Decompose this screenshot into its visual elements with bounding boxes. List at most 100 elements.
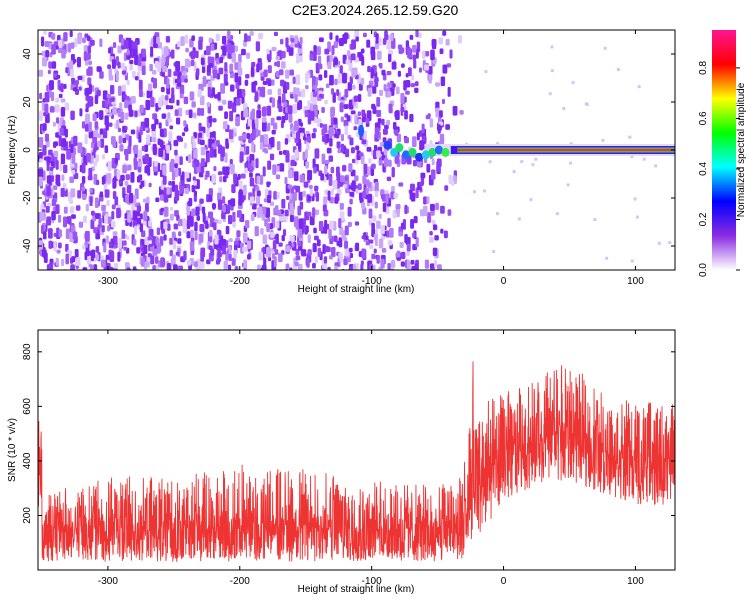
spectrogram-cell [278,105,283,113]
spectrogram-cell [406,259,411,270]
spectrogram-cell [371,253,376,260]
spectrogram-cell [107,225,111,232]
spectrogram-cell [409,189,413,200]
spectrogram-cell [208,195,213,202]
spectrogram-cell [429,118,434,128]
spectrogram-cell [173,71,179,77]
spectrogram-cell [340,143,345,154]
spectrogram-cell [400,92,405,104]
spectrogram-cell [277,88,282,96]
spectrogram-cell [424,64,430,71]
spectrogram-cell [295,185,301,193]
spectrogram-cell [389,33,394,41]
spectrogram-cell [336,240,340,246]
spectrogram-cell [229,138,234,143]
spectrogram-cell [436,158,442,168]
spectrogram-cell [213,166,217,172]
spectrogram-cell [285,69,290,79]
spectrogram-cell [287,105,293,115]
spectrogram-cell [290,38,296,43]
spectrogram-cell [307,169,313,181]
spectrogram-cell [400,251,406,260]
spectrogram-cell [61,138,67,148]
spectrogram-cell [89,264,94,270]
spectrogram-cell [329,127,335,136]
spectrogram-cell [69,206,75,214]
spectrogram-cell [430,49,435,61]
spectrogram-cell [104,189,110,198]
spectrogram-cell [284,138,289,145]
spectrogram-cell [601,138,605,142]
spectrogram-cell [176,99,180,106]
spectrogram-cell [219,176,223,183]
spectrogram-cell [339,211,345,221]
x-tick-label: 100 [627,276,644,287]
spectrogram-cell [420,141,425,150]
spectrogram-cell [118,237,123,249]
spectrogram-cell [82,215,87,223]
spectrogram-cell [372,215,377,222]
spectrogram-cell [160,220,164,231]
spectrogram-cell [210,248,215,256]
spectrogram-cell [124,100,128,109]
spectrogram-cell [265,207,270,218]
spectrogram-cell [217,171,223,176]
spectrogram-cell [63,206,68,214]
spectrogram-cell [439,48,444,55]
spectrogram-cell [215,33,220,42]
spectrogram-cell [90,96,94,107]
spectrogram-cell [159,194,165,201]
spectrogram-cell [276,60,280,68]
spectrogram-cell [496,142,500,146]
spectrogram-cell [149,255,155,265]
spectrogram-cell [117,251,121,262]
spectrogram-cell [243,184,247,196]
spectrogram-cell [186,218,191,229]
spectrogram-cell [257,264,261,270]
spectrogram-cell [139,53,143,59]
spectrogram-cell [111,204,116,210]
spectrogram-cell [371,222,375,229]
spectrogram-cell [77,33,82,45]
spectrogram-cell [43,30,47,35]
spectrogram-cell [388,53,392,63]
spectrogram-cell [195,68,200,76]
spectrogram-cell [329,74,334,86]
spectrogram-cell [128,135,132,147]
spectrogram-cell [93,264,98,270]
spectrogram-cell [169,105,174,110]
spectrogram-cell [188,109,193,119]
spectrogram-cell [367,195,372,200]
spectrogram-cell [94,197,99,209]
y-tick-label: 600 [22,398,33,415]
spectrogram-cell [217,192,222,201]
spectrogram-cell [49,106,55,113]
spectrogram-cell [169,125,174,130]
spectrogram-cell [187,60,191,68]
spectrogram-cell [191,101,196,108]
spectrogram-cell [424,259,430,269]
spectrogram-cell [184,188,190,195]
spectrogram-cell [257,104,261,110]
spectrogram-cell [309,188,313,197]
spectrogram-cell [128,109,134,117]
spectrogram-cell [550,45,554,49]
spectrogram-cell [47,156,51,163]
spectrogram-cell [294,261,299,267]
spectrogram-cell [337,73,342,84]
spectrogram-cell [297,48,303,54]
spectrogram-cell [312,243,317,253]
spectrogram-cell [200,108,205,116]
colorbar-ticks: 0.0 0.2 0.4 0.6 0.8 [698,61,740,277]
spectrogram-cell [108,241,113,249]
spectrogram-cell [413,59,417,69]
spectrogram-cell [137,168,142,173]
spectrogram-cell [127,145,132,155]
spectrogram-cell [307,195,311,202]
signal-blob [408,147,417,157]
spectrogram-cell [323,176,327,183]
spectrogram-cell [319,93,323,98]
spectrogram-cell [97,224,101,230]
spectrogram-cell [106,200,110,207]
spectrogram-cell [245,220,250,229]
